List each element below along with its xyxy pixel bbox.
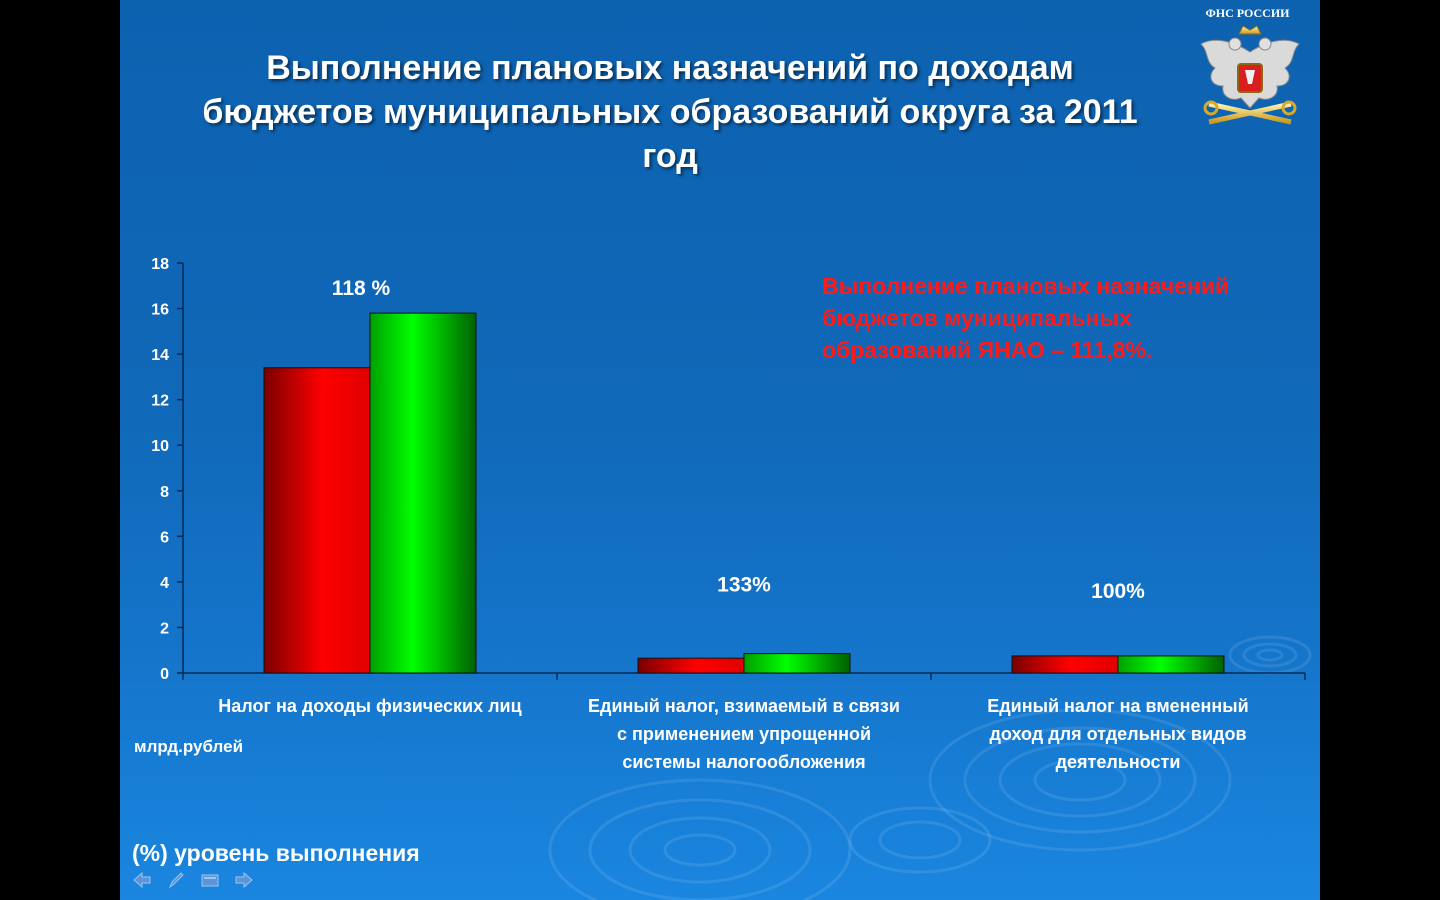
prev-slide-button[interactable] [132,870,152,890]
y-tick-label: 14 [151,347,169,364]
arrow-right-icon [235,871,253,889]
category-label-1-line-0: Единый налог, взимаемый в связи [588,696,900,716]
screen-icon [201,874,219,887]
bar-actual-1 [743,653,851,674]
category-label-0-line-0: Налог на доходы физических лиц [218,696,521,716]
category-label-2-line-1: доход для отдельных видов [989,724,1246,744]
double-headed-eagle-emblem-icon [1200,25,1300,125]
category-label-2-line-0: Единый налог на вмененный [987,696,1248,716]
y-tick-label: 6 [160,529,169,546]
fns-logo-text: ФНС РОССИИ [1205,6,1290,20]
pen-icon [168,872,184,889]
slideshow-nav [132,870,254,890]
slide-menu-button[interactable] [200,870,220,890]
chart-bars [263,312,1225,674]
execution-annotation: Выполнение плановых назначений бюджетов … [822,273,1230,363]
bar-plan-1 [637,657,745,674]
y-tick-label: 12 [151,393,169,410]
y-tick-label: 18 [151,256,169,273]
bar-plan-2 [1011,655,1119,674]
y-tick-label: 0 [160,666,169,683]
category-label-2-line-2: деятельности [1056,752,1181,772]
y-tick-label: 8 [160,484,169,501]
slide-title: Выполнение плановых назначений по дохода… [202,49,1138,175]
bar-actual-0 [369,312,477,674]
bar-plan-0 [263,367,371,674]
y-tick-label: 16 [151,302,169,319]
y-tick-label: 10 [151,438,169,455]
percent-label-1: 133% [717,574,771,597]
next-slide-button[interactable] [234,870,254,890]
percent-label-2: 100% [1091,580,1145,603]
arrow-left-icon [133,871,151,889]
bar-actual-2 [1117,655,1225,674]
y-tick-label: 2 [160,620,169,637]
chart-labels: 0 2 4 6 8 10 12 14 16 18 118 % Налог на доходы физи… [151,256,1249,772]
y-tick-label: 4 [160,575,169,592]
unit-label: млрд.рублей [134,737,244,756]
percent-legend-note: (%) уровень выполнения [132,840,420,866]
percent-label-0: 118 % [332,277,391,300]
slide: Выполнение плановых назначений по дохода… [120,0,1320,900]
category-label-1-line-2: системы налогообложения [622,752,865,772]
pen-tool-button[interactable] [166,870,186,890]
category-label-1-line-1: с применением упрощенной [617,724,871,744]
bar-chart: 0 2 4 6 8 10 12 14 16 18 118 % Налог на доходы физи… [151,256,1306,772]
